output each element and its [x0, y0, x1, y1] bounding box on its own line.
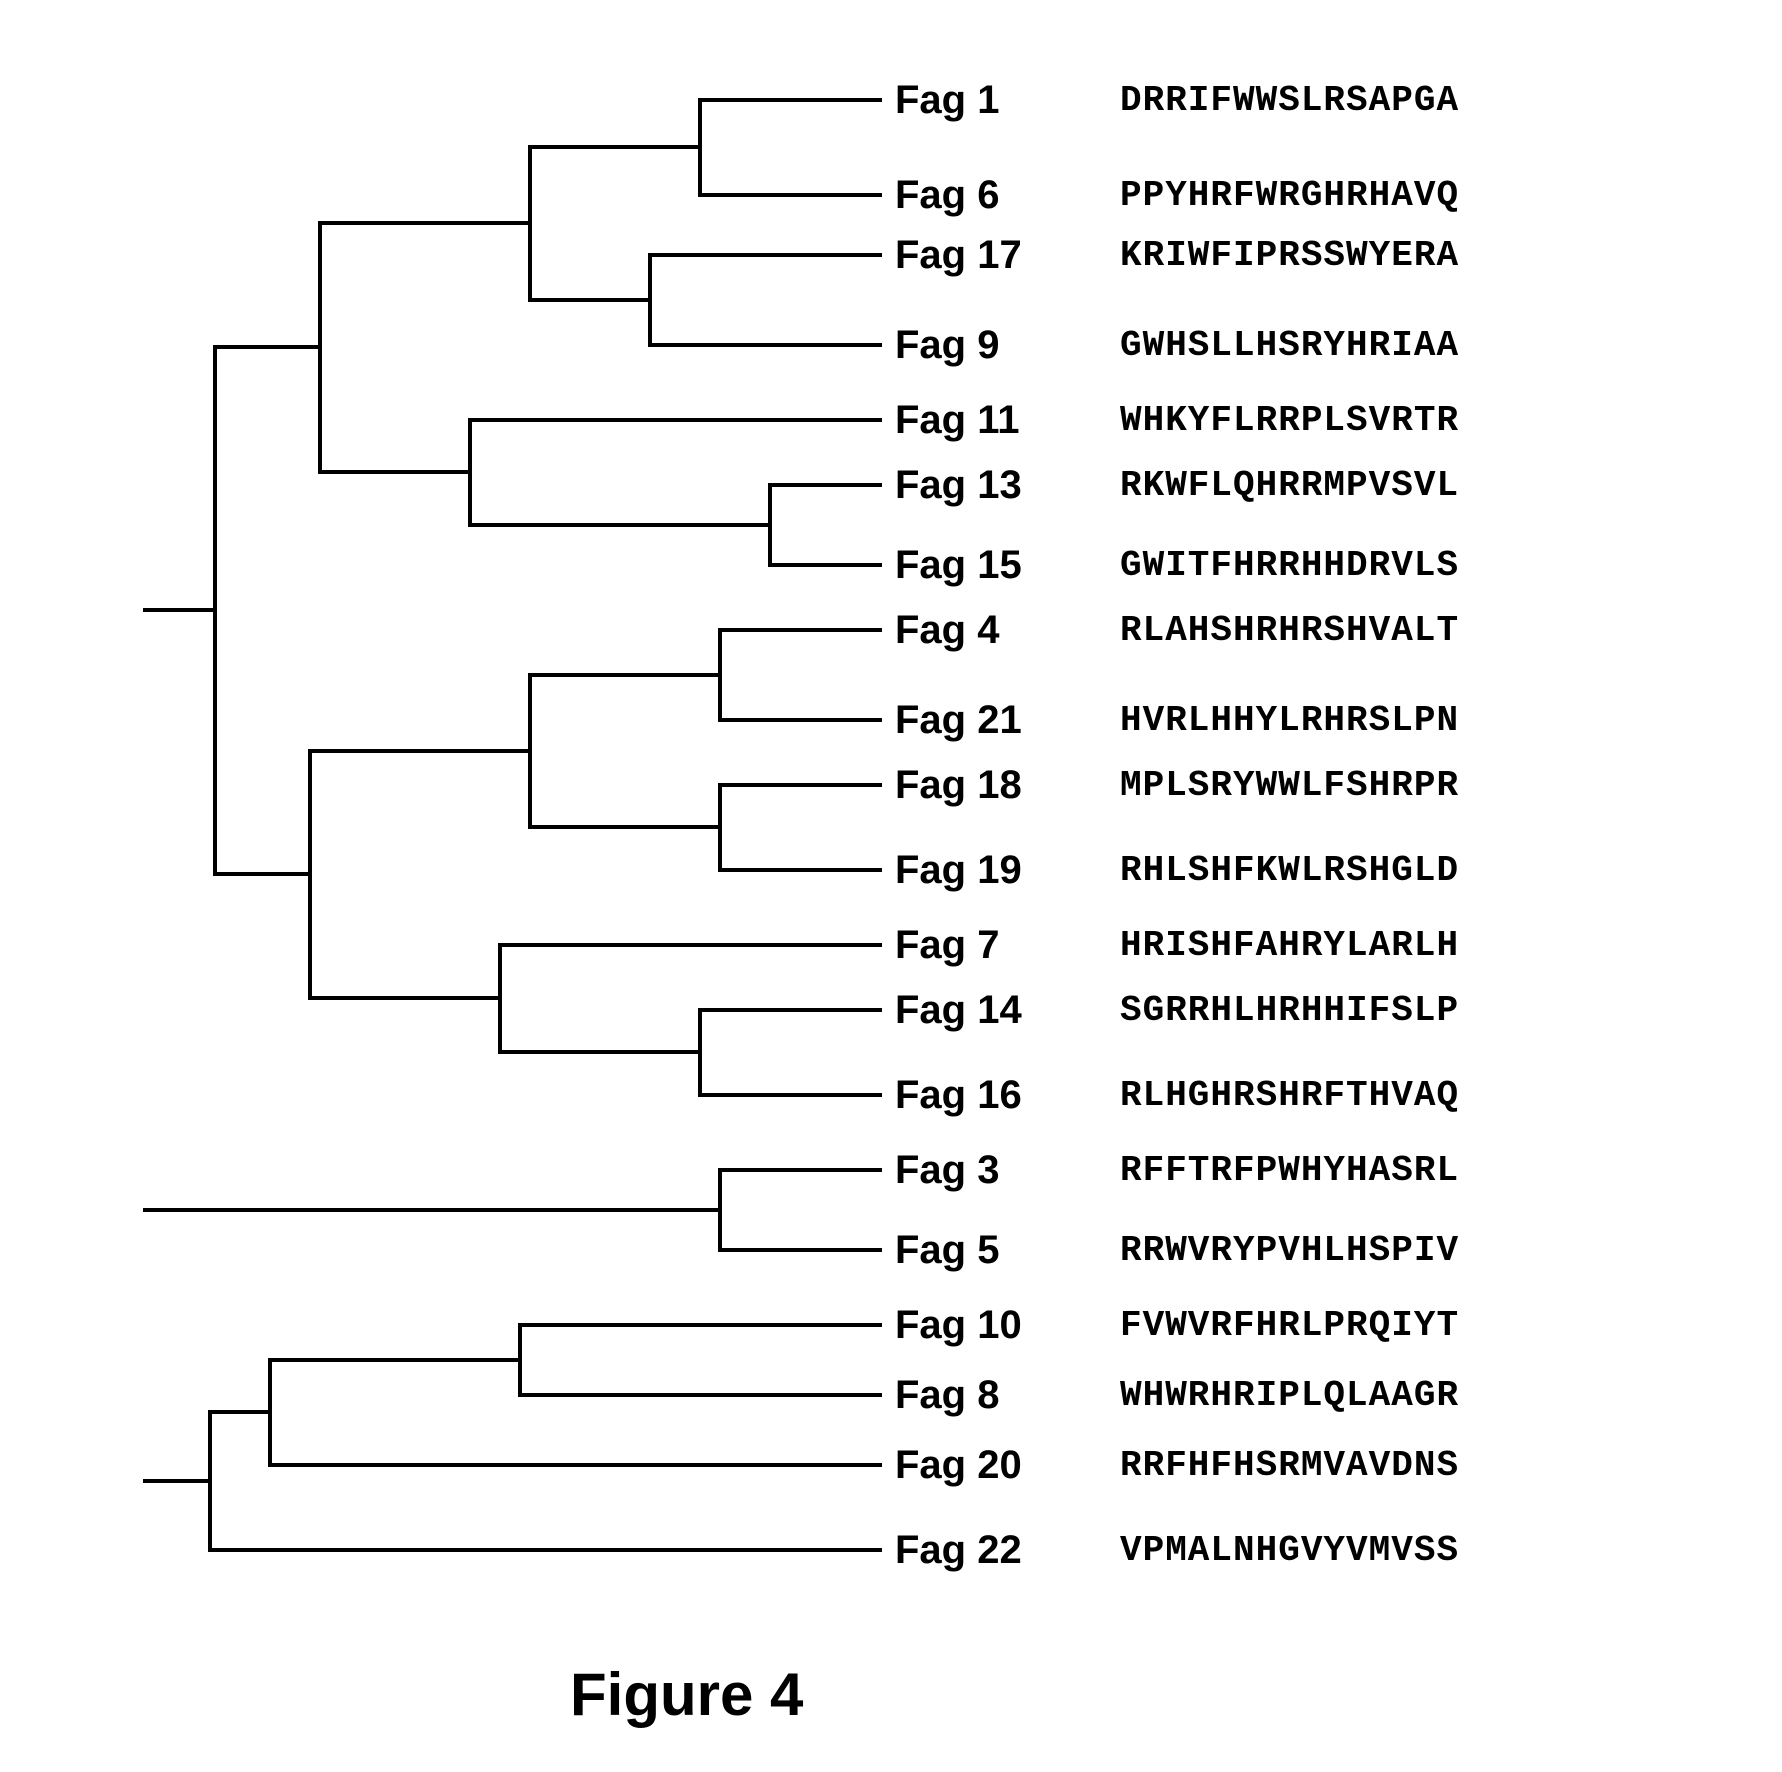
leaf-label: Fag 9	[895, 323, 999, 368]
leaf-sequence: VPMALNHGVYVMVSS	[1120, 1530, 1459, 1571]
leaf-sequence: HVRLHHYLRHRSLPN	[1120, 700, 1459, 741]
leaf-sequence: RHLSHFKWLRSHGLD	[1120, 850, 1459, 891]
leaf-label: Fag 8	[895, 1373, 999, 1418]
leaf-sequence: RLHGHRSHRFTHVAQ	[1120, 1075, 1459, 1116]
leaf-label: Fag 7	[895, 923, 999, 968]
leaf-label: Fag 1	[895, 78, 999, 123]
leaf-label: Fag 17	[895, 233, 1022, 278]
dendrogram-tree	[0, 0, 1782, 1772]
leaf-label: Fag 20	[895, 1443, 1022, 1488]
leaf-sequence: MPLSRYWWLFSHRPR	[1120, 765, 1459, 806]
leaf-sequence: PPYHRFWRGHRHAVQ	[1120, 175, 1459, 216]
leaf-sequence: RRWVRYPVHLHSPIV	[1120, 1230, 1459, 1271]
leaf-label: Fag 5	[895, 1228, 999, 1273]
leaf-label: Fag 11	[895, 398, 1020, 443]
leaf-sequence: WHKYFLRRPLSVRTR	[1120, 400, 1459, 441]
leaf-label: Fag 18	[895, 763, 1022, 808]
leaf-label: Fag 14	[895, 988, 1022, 1033]
leaf-label: Fag 3	[895, 1148, 999, 1193]
leaf-sequence: WHWRHRIPLQLAAGR	[1120, 1375, 1459, 1416]
leaf-label: Fag 4	[895, 608, 999, 653]
figure-caption: Figure 4	[570, 1660, 803, 1729]
leaf-label: Fag 16	[895, 1073, 1022, 1118]
leaf-sequence: RFFTRFPWHYHASRL	[1120, 1150, 1459, 1191]
figure-container: Fag 1 DRRIFWWSLRSAPGA Fag 6 PPYHRFWRGHRHAVQ…	[0, 0, 1782, 1772]
leaf-label: Fag 15	[895, 543, 1022, 588]
leaf-sequence: RLAHSHRHRSHVALT	[1120, 610, 1459, 651]
leaf-sequence: SGRRHLHRHHIFSLP	[1120, 990, 1459, 1031]
leaf-sequence: HRISHFAHRYLARLH	[1120, 925, 1459, 966]
leaf-label: Fag 22	[895, 1528, 1022, 1573]
leaf-label: Fag 19	[895, 848, 1022, 893]
leaf-sequence: KRIWFIPRSSWYERA	[1120, 235, 1459, 276]
leaf-sequence: RKWFLQHRRMPVSVL	[1120, 465, 1459, 506]
leaf-label: Fag 6	[895, 173, 999, 218]
leaf-sequence: GWITFHRRHHDRVLS	[1120, 545, 1459, 586]
leaf-label: Fag 10	[895, 1303, 1022, 1348]
leaf-label: Fag 13	[895, 463, 1022, 508]
leaf-sequence: GWHSLLHSRYHRIAA	[1120, 325, 1459, 366]
leaf-sequence: RRFHFHSRMVAVDNS	[1120, 1445, 1459, 1486]
leaf-label: Fag 21	[895, 698, 1022, 743]
leaf-sequence: FVWVRFHRLPRQIYT	[1120, 1305, 1459, 1346]
leaf-sequence: DRRIFWWSLRSAPGA	[1120, 80, 1459, 121]
